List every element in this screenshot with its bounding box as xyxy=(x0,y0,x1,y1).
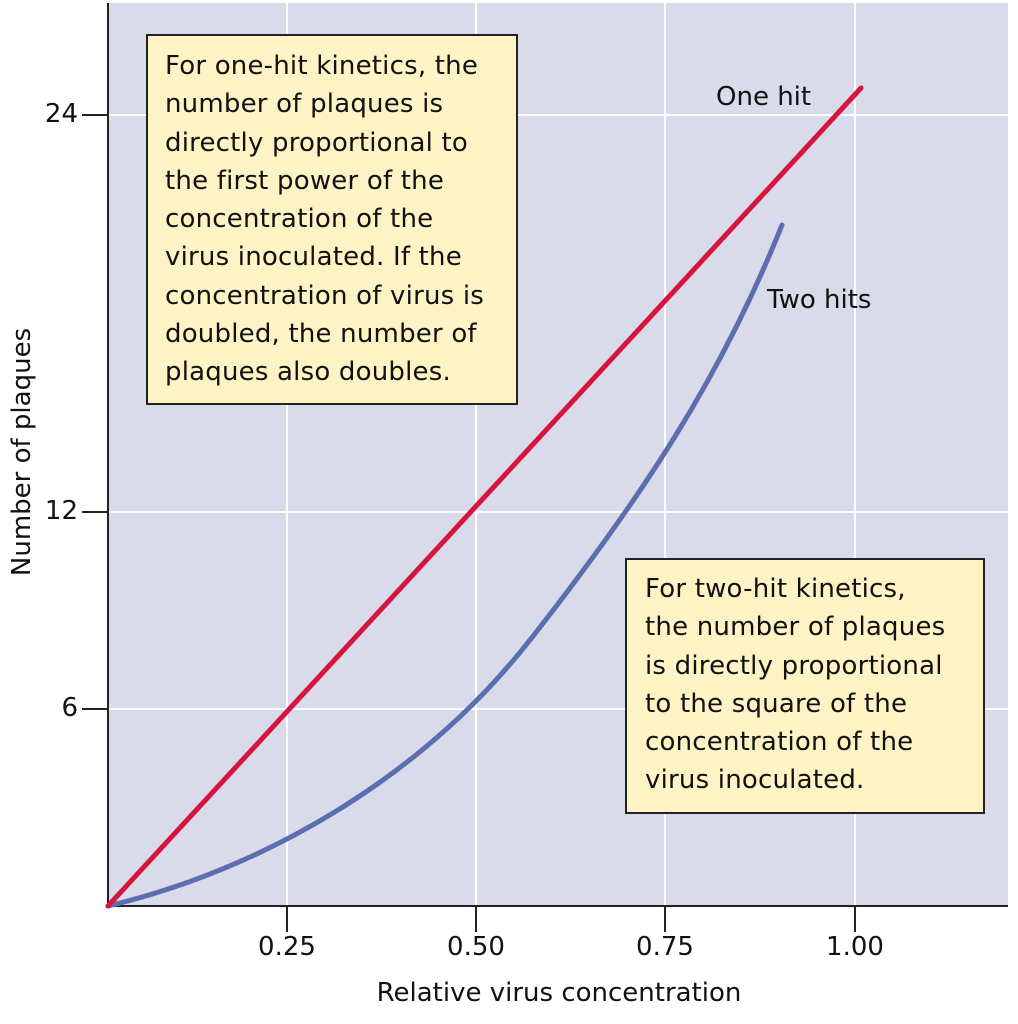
annotation-line: to the square of the xyxy=(645,688,908,719)
annotation-line: doubled, the number of xyxy=(165,319,477,350)
x-tick-0-75: 0.75 xyxy=(636,932,694,962)
annotation-line: plaques also doubles. xyxy=(165,357,451,388)
annotation-line: concentration of the xyxy=(645,727,914,758)
y-tick-6: 6 xyxy=(61,693,78,723)
y-axis-title: Number of plaques xyxy=(7,327,37,577)
two-hits-curve xyxy=(105,222,785,909)
x-tick-0-25: 0.25 xyxy=(258,932,316,962)
annotation-line: the number of plaques xyxy=(645,612,946,643)
annotation-line: concentration of virus is xyxy=(165,280,485,311)
x-tick-0-50: 0.50 xyxy=(447,932,505,962)
annotation-line: directly proportional to xyxy=(165,127,468,158)
annotation-line: concentration of the xyxy=(165,204,434,235)
one-hit-label: One hit xyxy=(716,82,812,112)
annotation-line: For two-hit kinetics, xyxy=(645,574,906,604)
y-tick-24: 24 xyxy=(44,99,78,129)
annotation-line: virus inoculated. If the xyxy=(165,242,462,273)
annotation-line: For one-hit kinetics, the xyxy=(165,51,479,81)
two-hits-label: Two hits xyxy=(767,285,872,315)
one-hit-line xyxy=(105,85,864,909)
x-tick-1-00: 1.00 xyxy=(826,932,884,962)
x-axis-title: Relative virus concentration xyxy=(376,978,742,1008)
annotation-line: the first power of the xyxy=(165,165,445,196)
annotation-line: number of plaques is xyxy=(165,89,444,120)
two-hit-annotation-box: For two-hit kinetics, the number of plaq… xyxy=(625,558,985,814)
y-tick-12: 12 xyxy=(44,496,78,526)
annotation-line: is directly proportional xyxy=(645,650,943,681)
one-hit-annotation-box: For one-hit kinetics, the number of plaq… xyxy=(146,34,518,405)
annotation-line: virus inoculated. xyxy=(645,765,865,796)
axes xyxy=(82,3,1008,932)
